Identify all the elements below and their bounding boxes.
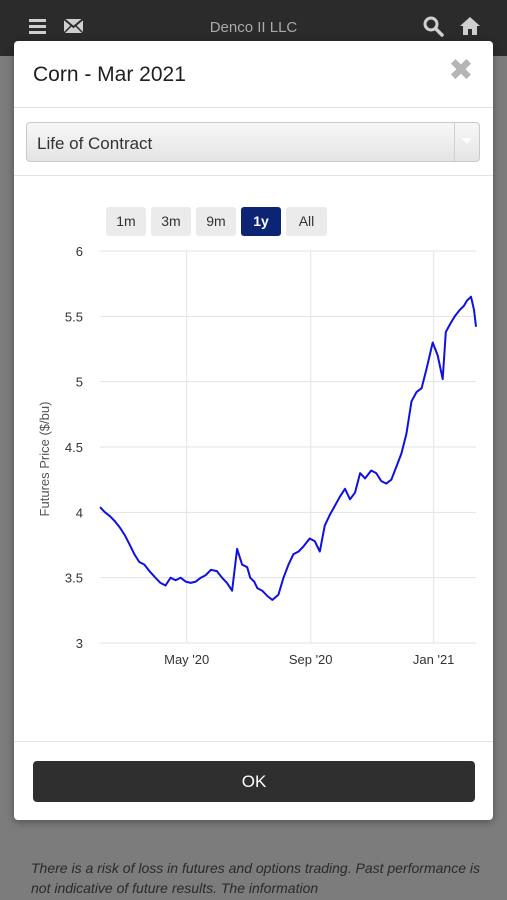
- y-tick-label: 5: [76, 375, 83, 390]
- range-button-all[interactable]: All: [286, 207, 327, 236]
- home-icon[interactable]: [458, 14, 482, 38]
- range-button-9m[interactable]: 9m: [196, 207, 236, 236]
- header-divider: [14, 107, 493, 108]
- range-button-1m[interactable]: 1m: [106, 207, 146, 236]
- y-tick-label: 4.5: [65, 440, 83, 455]
- x-tick-label: May '20: [164, 652, 209, 667]
- menu-icon[interactable]: [26, 14, 50, 38]
- app-title: Denco II LLC: [209, 19, 298, 36]
- close-icon[interactable]: ✖: [448, 54, 474, 87]
- footer-divider: [14, 741, 493, 742]
- risk-disclaimer: There is a risk of loss in futures and o…: [31, 860, 480, 896]
- y-axis-label: Futures Price ($/bu): [37, 402, 52, 517]
- chart-modal: Corn - Mar 2021 ✖ Life of Contract 1m 3m…: [14, 41, 493, 820]
- select-divider: [14, 175, 493, 176]
- y-tick-label: 4: [76, 505, 83, 520]
- y-tick-label: 3.5: [65, 571, 83, 586]
- select-value: Life of Contract: [37, 134, 153, 153]
- chevron-down-icon: [454, 123, 479, 161]
- series-line: [99, 295, 477, 601]
- search-icon[interactable]: [421, 14, 445, 38]
- price-chart: 3 3.5 4 4.5 5 5.5 6 May '20 Sep '20 Jan '21 Futu…: [37, 244, 477, 667]
- range-button-3m[interactable]: 3m: [151, 207, 191, 236]
- y-tick-label: 5.5: [65, 309, 83, 324]
- contract-range-select[interactable]: Life of Contract: [26, 122, 480, 162]
- ok-button[interactable]: OK: [33, 761, 475, 802]
- y-tick-label: 3: [76, 636, 83, 651]
- modal-title: Corn - Mar 2021: [33, 63, 186, 86]
- x-tick-label: Sep '20: [289, 652, 333, 667]
- range-button-1y[interactable]: 1y: [241, 207, 281, 236]
- y-tick-label: 6: [76, 244, 83, 259]
- mail-icon[interactable]: [62, 14, 86, 38]
- x-tick-label: Jan '21: [413, 652, 455, 667]
